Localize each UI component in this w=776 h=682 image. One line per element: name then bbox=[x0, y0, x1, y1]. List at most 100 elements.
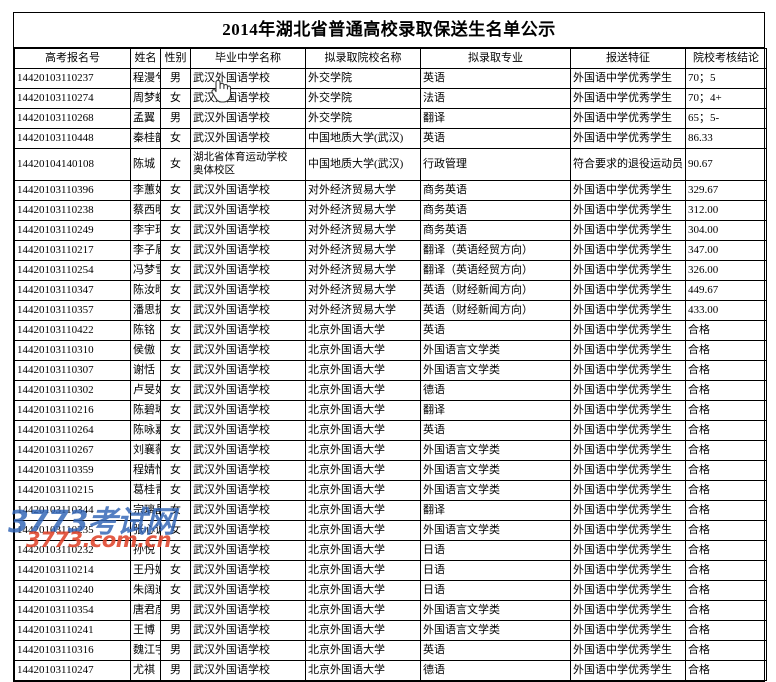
cell-feature: 外国语中学优秀学生 bbox=[570, 68, 686, 89]
table-row: 14420103110214王丹妮女武汉外国语学校北京外国语大学日语外国语中学优… bbox=[14, 560, 767, 581]
cell-university: 北京外国语大学 bbox=[305, 620, 421, 641]
cell-high-school: 武汉外国语学校 bbox=[190, 460, 306, 481]
cell-result: 合格 bbox=[685, 620, 767, 641]
cell-university: 北京外国语大学 bbox=[305, 560, 421, 581]
cell-feature: 外国语中学优秀学生 bbox=[570, 180, 686, 201]
cell-exam-id: 14420103110241 bbox=[14, 620, 131, 641]
cell-gender: 女 bbox=[160, 180, 191, 201]
cell-high-school: 武汉外国语学校 bbox=[190, 360, 306, 381]
cell-high-school: 武汉外国语学校 bbox=[190, 200, 306, 221]
admissions-table: 高考报名号 姓名 性别 毕业中学名称 拟录取院校名称 拟录取专业 报送特征 院校… bbox=[14, 48, 767, 681]
cell-high-school: 武汉外国语学校 bbox=[190, 260, 306, 281]
table-row: 14420103110249李宇珂女武汉外国语学校对外经济贸易大学商务英语外国语… bbox=[14, 220, 767, 241]
cell-major: 翻译（英语经贸方向） bbox=[420, 240, 571, 261]
cell-high-school: 武汉外国语学校 bbox=[190, 320, 306, 341]
cell-major: 外国语言文学类 bbox=[420, 480, 571, 501]
cell-exam-id: 14420103110240 bbox=[14, 580, 131, 601]
cell-major: 德语 bbox=[420, 380, 571, 401]
table-row: 14420103110247 尤祺男武汉外国语学校 北京外国语大学 德语 外国语中学优秀… bbox=[14, 660, 767, 681]
cell-university: 北京外国语大学 bbox=[305, 340, 421, 361]
cell-name: 谢恬 bbox=[130, 360, 161, 381]
cell-name: 周梦蝶 bbox=[130, 88, 161, 109]
table-row: 14420103110310 侯傲女武汉外国语学校 北京外国语大学 外国语言文学类 外国… bbox=[14, 340, 767, 361]
cell-major: 英语 bbox=[420, 128, 571, 149]
column-header-name: 姓名 bbox=[130, 48, 161, 69]
table-row: 14420103110344宗璃晶女武汉外国语学校北京外国语大学翻译外国语中学优… bbox=[14, 500, 767, 521]
table-row: 14420103110359程婧怡女武汉外国语学校北京外国语大学外国语言文学类外… bbox=[14, 460, 767, 481]
table-row: 14420103110267刘襄薇女武汉外国语学校北京外国语大学外国语言文学类外… bbox=[14, 440, 767, 461]
cell-high-school: 武汉外国语学校 bbox=[190, 280, 306, 301]
cell-high-school: 武汉外国语学校 bbox=[190, 300, 306, 321]
cell-name: 卢旻如 bbox=[130, 380, 161, 401]
table-row: 14420103110240朱阔迪女武汉外国语学校北京外国语大学日语外国语中学优… bbox=[14, 580, 767, 601]
cell-high-school: 武汉外国语学校 bbox=[190, 420, 306, 441]
column-header-feature: 报送特征 bbox=[570, 48, 686, 69]
notice-sheet: 2014年湖北省普通高校录取保送生名单公示 高考报名号 姓名 性别 毕业中学名称… bbox=[13, 12, 767, 682]
cell-feature: 外国语中学优秀学生 bbox=[570, 460, 686, 481]
cell-exam-id: 14420103110249 bbox=[14, 220, 131, 241]
cell-university: 外交学院 bbox=[305, 88, 421, 109]
cell-feature: 外国语中学优秀学生 bbox=[570, 220, 686, 241]
cell-major: 日语 bbox=[420, 540, 571, 561]
cell-high-school: 武汉外国语学校 bbox=[190, 560, 306, 581]
cell-name: 孙悦 bbox=[130, 540, 161, 561]
cell-high-school: 武汉外国语学校 bbox=[190, 128, 306, 149]
cell-major: 英语 bbox=[420, 640, 571, 661]
cell-result: 449.67 bbox=[685, 280, 767, 301]
cell-feature: 符合要求的退役运动员 bbox=[570, 148, 686, 181]
cell-university: 对外经济贸易大学 bbox=[305, 280, 421, 301]
cell-name: 李宇珂 bbox=[130, 220, 161, 241]
cell-university: 北京外国语大学 bbox=[305, 600, 421, 621]
cell-university: 北京外国语大学 bbox=[305, 400, 421, 421]
cell-gender: 男 bbox=[160, 620, 191, 641]
cell-high-school: 武汉外国语学校 bbox=[190, 108, 306, 129]
cell-major: 行政管理 bbox=[420, 148, 571, 181]
cell-major: 法语 bbox=[420, 88, 571, 109]
table-row: 14420104140108 陈城女湖北省体育运动学校 奥体校区 中国地质大学(武汉)… bbox=[14, 148, 767, 181]
cell-gender: 女 bbox=[160, 400, 191, 421]
cell-university: 北京外国语大学 bbox=[305, 360, 421, 381]
cell-exam-id: 14420103110310 bbox=[14, 340, 131, 361]
cell-exam-id: 14420104140108 bbox=[14, 148, 131, 181]
cell-gender: 女 bbox=[160, 340, 191, 361]
cell-feature: 外国语中学优秀学生 bbox=[570, 600, 686, 621]
cell-gender: 女 bbox=[160, 88, 191, 109]
cell-university: 中国地质大学(武汉) bbox=[305, 128, 421, 149]
cell-feature: 外国语中学优秀学生 bbox=[570, 660, 686, 681]
cell-exam-id: 14420103110217 bbox=[14, 240, 131, 261]
cell-name: 朱阔迪 bbox=[130, 580, 161, 601]
cell-gender: 女 bbox=[160, 540, 191, 561]
table-row: 14420103110354唐君彦男武汉外国语学校北京外国语大学外国语言文学类外… bbox=[14, 600, 767, 621]
cell-name: 王博 bbox=[130, 620, 161, 641]
cell-result: 347.00 bbox=[685, 240, 767, 261]
cell-major: 英语 bbox=[420, 420, 571, 441]
cell-result: 329.67 bbox=[685, 180, 767, 201]
cell-feature: 外国语中学优秀学生 bbox=[570, 200, 686, 221]
cell-exam-id: 14420103110357 bbox=[14, 300, 131, 321]
cell-name: 刘襄薇 bbox=[130, 440, 161, 461]
cell-gender: 女 bbox=[160, 460, 191, 481]
cell-name: 程婧怡 bbox=[130, 460, 161, 481]
document-page: 2014年湖北省普通高校录取保送生名单公示 高考报名号 姓名 性别 毕业中学名称… bbox=[8, 12, 767, 682]
cell-name: 蔡西明 bbox=[130, 200, 161, 221]
cell-name: 秦桂韵 bbox=[130, 128, 161, 149]
table-row: 14420103110238蔡西明女武汉外国语学校对外经济贸易大学商务英语外国语… bbox=[14, 200, 767, 221]
cell-result: 86.33 bbox=[685, 128, 767, 149]
cell-result: 合格 bbox=[685, 540, 767, 561]
cell-gender: 女 bbox=[160, 500, 191, 521]
cell-major: 翻译 bbox=[420, 400, 571, 421]
cell-university: 外交学院 bbox=[305, 68, 421, 89]
cell-university: 北京外国语大学 bbox=[305, 420, 421, 441]
cell-high-school: 武汉外国语学校 bbox=[190, 180, 306, 201]
cell-feature: 外国语中学优秀学生 bbox=[570, 280, 686, 301]
cell-exam-id: 14420103110232 bbox=[14, 540, 131, 561]
column-header-university: 拟录取院校名称 bbox=[305, 48, 421, 69]
cell-university: 北京外国语大学 bbox=[305, 640, 421, 661]
cell-result: 合格 bbox=[685, 640, 767, 661]
cell-result: 合格 bbox=[685, 400, 767, 421]
cell-result: 合格 bbox=[685, 460, 767, 481]
table-row: 14420103110307 谢恬女武汉外国语学校 北京外国语大学 外国语言文学类 外国… bbox=[14, 360, 767, 381]
cell-gender: 女 bbox=[160, 240, 191, 261]
cell-gender: 女 bbox=[160, 220, 191, 241]
cell-feature: 外国语中学优秀学生 bbox=[570, 520, 686, 541]
